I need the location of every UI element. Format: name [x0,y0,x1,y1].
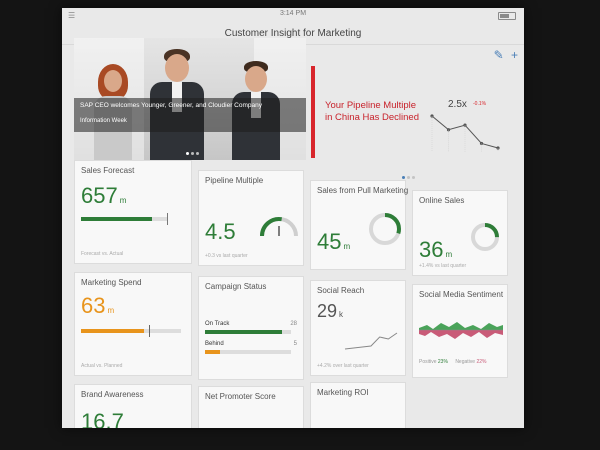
sentiment-legend: Positive 23% Negative 22% [419,359,486,365]
tile-social-reach[interactable]: Social Reach 29 k +4.2% over last quarter [310,280,406,376]
tile-value: 16.7 [81,409,124,428]
insight-page-indicator[interactable] [402,166,417,184]
status-clock: 3:14 PM [279,10,307,17]
news-headline[interactable]: SAP CEO welcomes Younger, Greener, and C… [80,102,262,109]
header-actions: ✎ + [494,48,518,62]
tile-sales-forecast[interactable]: Sales Forecast 657 m Forecast vs. Actual [74,160,192,264]
tile-footnote: +4.2% over last quarter [317,363,369,369]
status-row-label: On Track [205,321,230,327]
alert-accent-bar [311,66,315,158]
tile-title: Pipeline Multiple [205,176,264,185]
tile-value: 36 m [419,237,453,262]
on-track-track [205,330,291,334]
tile-marketing-spend[interactable]: Marketing Spend 63 m Actual vs. Planned [74,272,192,376]
tile-title: Social Media Sentiment [419,290,504,299]
tile-title: Marketing ROI [317,388,369,397]
online-sales-ring [471,223,499,251]
positive-label: Positive [419,359,437,365]
tile-title: Brand Awareness [81,390,144,399]
pipeline-gauge [260,217,298,237]
tablet-screen: ☰ 3:14 PM Customer Insight for Marketing… [62,8,524,428]
insight-trend-chart [430,114,500,152]
tile-value: 45 m [317,229,351,254]
tile-title: Sales Forecast [81,166,135,175]
tile-title: Marketing Spend [81,278,142,287]
news-caption-band [74,98,306,132]
social-reach-sparkline [344,332,398,350]
forecast-track [81,217,167,221]
tile-title: Online Sales [419,196,465,205]
tile-sales-pull-marketing[interactable]: Sales from Pull Marketing 45 m [310,180,409,270]
status-bar: ☰ 3:14 PM [62,8,524,22]
status-row-label: Behind [205,341,224,347]
tile-brand-awareness[interactable]: Brand Awareness 16.7 [74,384,192,428]
spend-bar [81,329,144,333]
tile-net-promoter[interactable]: Net Promoter Score [198,386,304,428]
positive-value: 23% [437,359,448,365]
tile-footnote: +1.4% vs last quarter [419,263,467,269]
tile-campaign-status[interactable]: Campaign Status On Track 28 Behind 5 [198,276,304,380]
tile-footnote: Forecast vs. Actual [81,251,124,257]
hero-page-indicator[interactable] [186,142,201,160]
negative-area [419,330,503,339]
tile-online-sales[interactable]: Online Sales 36 m +1.4% vs last quarter [412,190,508,276]
negative-label: Negative [455,359,476,365]
insight-card[interactable]: Your Pipeline Multiple in China Has Decl… [308,38,520,179]
status-row-count: 5 [293,341,297,347]
tile-footnote: +0.3 vs last quarter [205,253,248,259]
positive-area [419,322,503,330]
tile-value: 657 m [81,183,127,208]
menu-icon[interactable]: ☰ [68,11,76,20]
tile-title: Social Reach [317,286,365,295]
tile-value: 29 k [317,301,344,321]
edit-icon[interactable]: ✎ [493,48,504,62]
insight-trend-point [479,141,484,146]
status-row-count: 28 [290,321,297,327]
tile-title: Sales from Pull Marketing [317,186,409,195]
tile-footnote: Actual vs. Planned [81,363,123,369]
behind-bar [205,350,220,354]
on-track-bar [205,330,283,334]
add-icon[interactable]: + [510,48,518,62]
insight-message: Your Pipeline Multiple in China Has Decl… [325,100,419,123]
battery-icon [498,12,516,20]
tile-title: Campaign Status [205,282,267,291]
app-title: Customer Insight for Marketing [224,28,362,39]
tile-pipeline-multiple[interactable]: Pipeline Multiple 4.5 +0.3 vs last quart… [198,170,304,266]
social-reach-line [344,332,398,350]
forecast-target-marker [167,213,168,225]
tile-marketing-roi[interactable]: Marketing ROI [310,382,406,428]
pull-marketing-ring [369,213,401,245]
news-hero[interactable]: SAP CEO welcomes Younger, Greener, and C… [74,38,306,160]
spend-target-marker [149,325,150,337]
tile-social-sentiment[interactable]: Social Media Sentiment Positive 23% Nega… [412,284,508,378]
insight-trend-point [463,123,467,127]
spend-track [81,325,181,337]
news-source: Information Week [80,118,127,124]
insight-metric-name: Pipeline Multiple [346,100,417,111]
insight-value: 2.5x [448,99,467,110]
insight-delta: -0.1% [473,101,487,107]
sentiment-chart [419,322,503,339]
forecast-bar [81,217,152,221]
tile-value: 63 m [81,293,115,318]
behind-track [205,350,291,354]
tile-value: 4.5 [205,219,236,244]
tile-title: Net Promoter Score [205,392,276,401]
negative-value: 22% [476,359,487,365]
